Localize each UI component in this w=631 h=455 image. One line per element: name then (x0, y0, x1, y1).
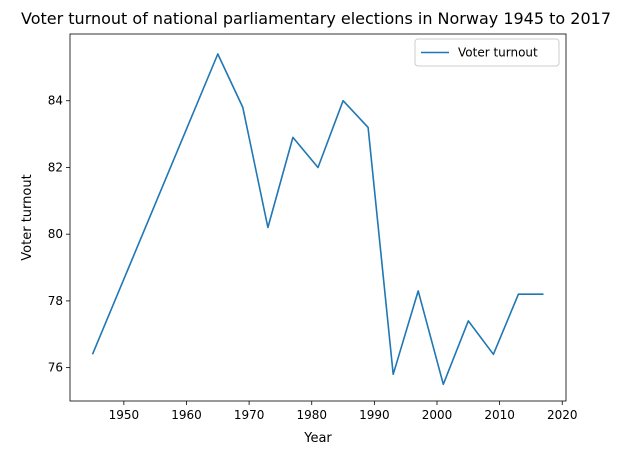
axis-ticks: 1950 1960 1970 1980 1990 2000 2010 2020 76 78 80 82… (48, 94, 578, 422)
x-tick-label: 2000 (422, 408, 453, 422)
plot-area-frame (69, 33, 567, 402)
x-tick-label: 1970 (234, 408, 265, 422)
x-axis-label: Year (303, 431, 332, 446)
y-tick-label: 84 (48, 94, 63, 108)
y-axis-label: Voter turnout (20, 174, 35, 260)
legend: Voter turnout (414, 38, 560, 67)
x-tick-label: 1990 (359, 408, 390, 422)
legend-box (414, 38, 560, 67)
y-tick-label: 78 (48, 294, 63, 308)
series-layer (91, 53, 544, 386)
y-tick-label: 82 (48, 160, 63, 174)
x-tick-label: 2020 (547, 408, 578, 422)
y-tick-label: 76 (48, 361, 63, 375)
chart-title: Voter turnout of national parliamentary … (21, 9, 611, 28)
x-tick-label: 2010 (484, 408, 515, 422)
x-tick-label: 1950 (109, 408, 140, 422)
x-tick-label: 1960 (171, 408, 202, 422)
legend-label-voter-turnout: Voter turnout (458, 46, 538, 60)
y-tick-label: 80 (48, 227, 63, 241)
x-tick-label: 1980 (296, 408, 327, 422)
series-line-voter-turnout (91, 53, 544, 386)
